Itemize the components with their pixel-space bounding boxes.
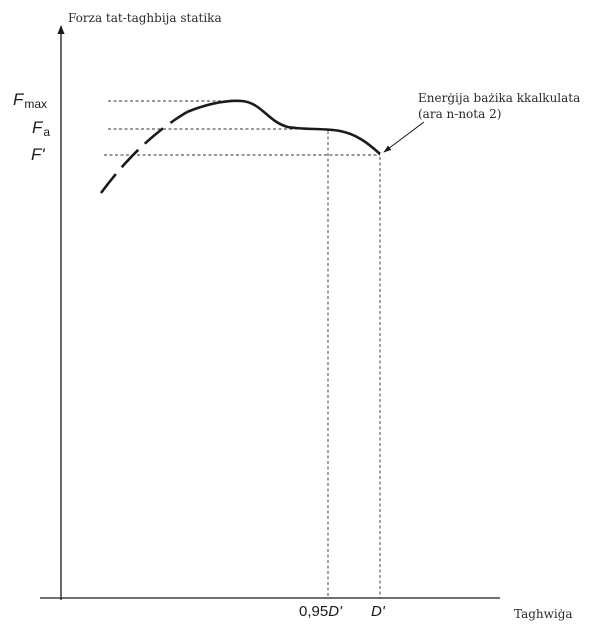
annotation-leader-arrow <box>383 121 425 153</box>
dprime-label: D' <box>371 603 386 620</box>
d095-label: 0,95D' <box>299 603 343 620</box>
y-axis-label: Forza tat-taghbija statika <box>68 11 222 25</box>
fa-label: Fa <box>32 118 50 139</box>
curve-dashed-segment <box>99 110 188 194</box>
fprime-label: F' <box>31 145 45 164</box>
annotation-text: Enerġija bażika kkalkulata (ara n-nota 2… <box>418 91 584 121</box>
x-axis-label: Taghwiġa <box>514 607 573 621</box>
fmax-label: Fmax <box>13 90 47 111</box>
curve-solid-segment <box>186 99 381 155</box>
